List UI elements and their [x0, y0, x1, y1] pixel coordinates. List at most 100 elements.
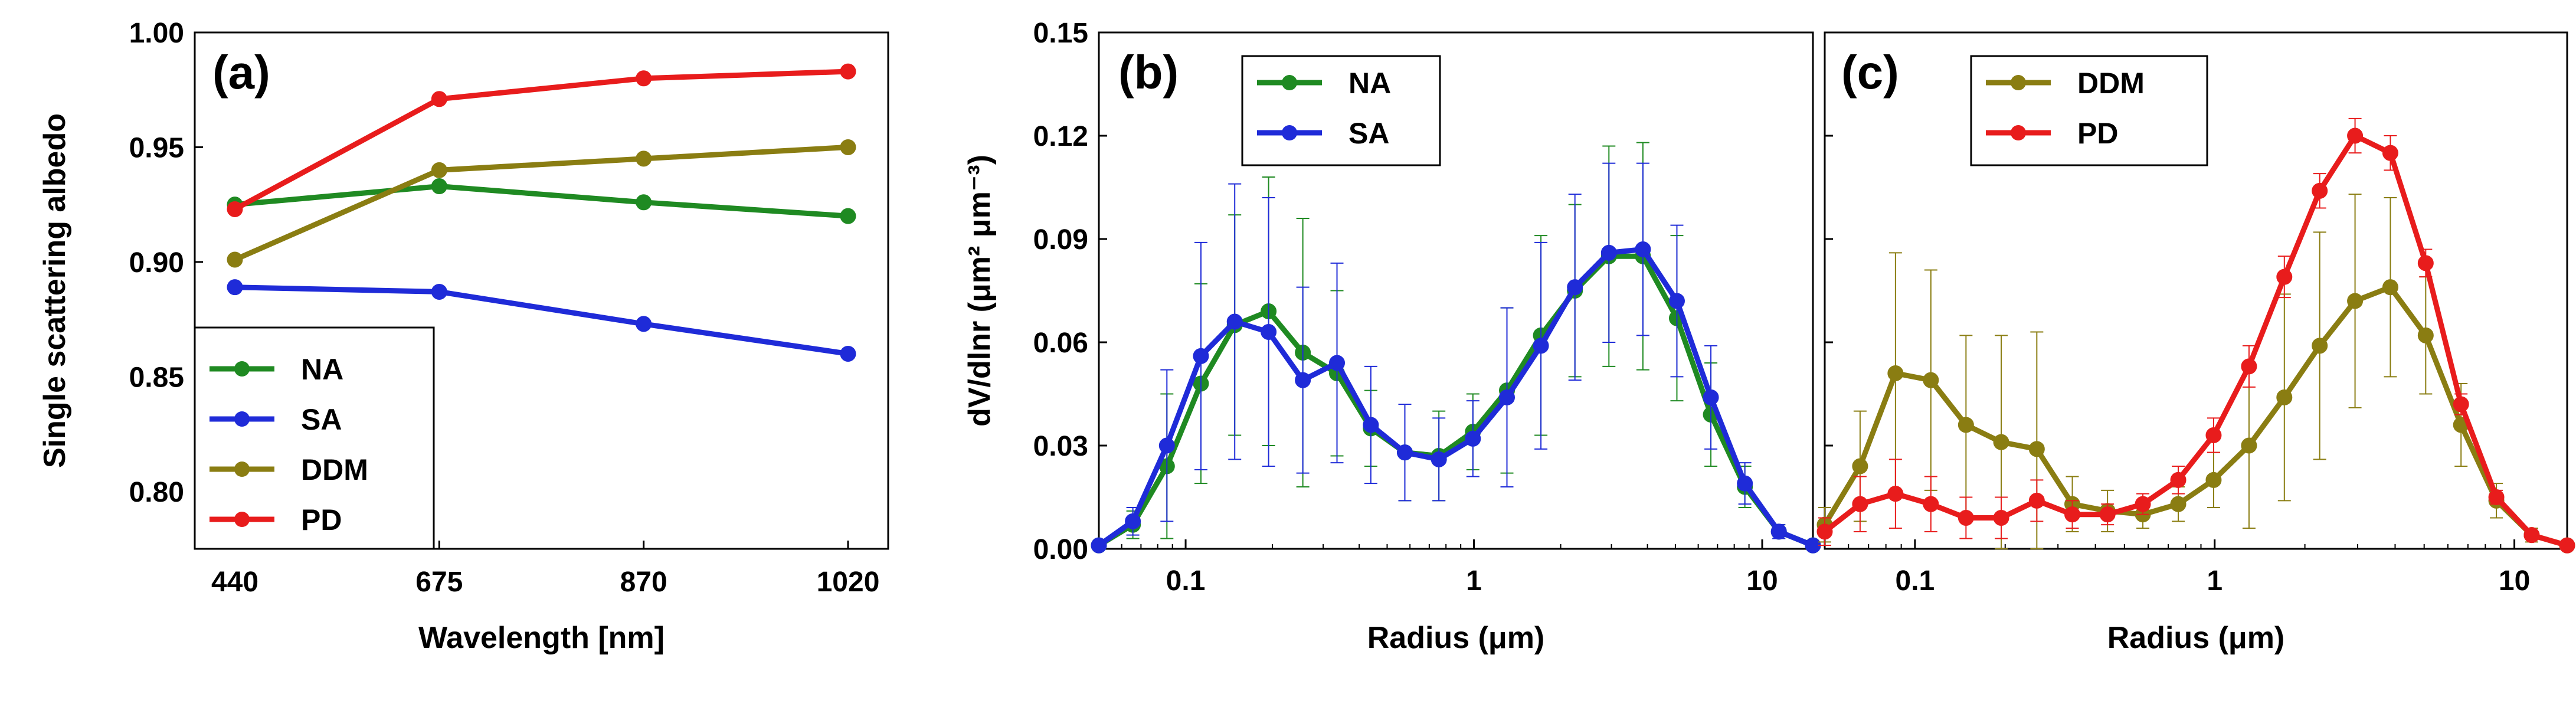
data-point: [1498, 389, 1515, 405]
legend-box: [1241, 55, 1441, 166]
data-point: [1816, 523, 1833, 540]
y-tick-label: 0.95: [129, 132, 184, 163]
data-point: [1193, 348, 1209, 364]
data-point: [1329, 355, 1346, 371]
legend-label: NA: [1348, 67, 1391, 100]
data-point: [636, 150, 652, 167]
data-point: [2559, 537, 2575, 554]
x-tick-label: 870: [620, 567, 667, 598]
data-point: [1852, 458, 1868, 474]
data-point: [431, 162, 447, 178]
data-point: [1852, 496, 1868, 512]
data-point: [636, 194, 652, 211]
data-point: [840, 208, 856, 224]
data-point: [2382, 279, 2398, 296]
series-line: [234, 284, 849, 356]
data-point: [431, 283, 447, 300]
panel-label: (a): [212, 46, 270, 99]
series-line: [1097, 253, 1814, 548]
data-point: [1226, 313, 1243, 330]
data-point: [1261, 324, 1277, 340]
plot-frame: [1098, 31, 1814, 550]
data-point: [1668, 293, 1685, 309]
data-point: [1635, 241, 1651, 257]
series-line: [234, 184, 849, 219]
data-point: [2488, 489, 2505, 505]
legend-label: DDM: [2077, 67, 2145, 100]
data-point: [2241, 358, 2257, 375]
y-tick-label: 1.00: [129, 18, 184, 49]
series-line: [1822, 284, 2568, 548]
data-point: [1703, 389, 1719, 405]
data-point: [1923, 496, 1939, 512]
data-point: [1533, 338, 1549, 354]
x-tick-label: 1: [1466, 565, 1482, 597]
x-axis-title: Radius (μm): [2107, 621, 2285, 655]
data-point: [2170, 472, 2187, 488]
data-point: [1958, 417, 1974, 433]
data-point: [2064, 506, 2081, 523]
legend-marker: [1282, 125, 1297, 140]
y-axis-title: dV/dlnr (μm² μm⁻³): [963, 155, 997, 427]
series-sa: [227, 279, 856, 362]
series-pd: [227, 63, 856, 217]
data-point: [1993, 510, 2009, 526]
data-point: [2099, 506, 2116, 523]
y-tick-label: 0.80: [129, 477, 184, 508]
series-line: [233, 68, 849, 212]
data-point: [1363, 417, 1379, 433]
data-point: [1396, 444, 1413, 461]
legend-label: NA: [301, 353, 343, 386]
data-point: [431, 91, 447, 107]
data-point: [840, 63, 856, 80]
series-sa: [1091, 162, 1821, 554]
data-point: [2028, 492, 2045, 509]
data-point: [2417, 255, 2434, 271]
data-point: [636, 70, 652, 87]
legend-marker: [234, 361, 250, 377]
series-line: [234, 144, 849, 263]
series-line: [1823, 133, 2568, 548]
data-point: [2276, 389, 2293, 405]
data-point: [2135, 496, 2151, 512]
data-point: [2241, 437, 2257, 454]
panel-label: (b): [1118, 46, 1179, 99]
legend-box: [1970, 55, 2208, 166]
legend-marker: [2011, 75, 2026, 90]
legend-label: DDM: [301, 453, 368, 486]
x-tick-label: 1: [2207, 565, 2223, 597]
data-point: [227, 279, 243, 296]
data-point: [2276, 269, 2293, 285]
legend-label: PD: [2077, 117, 2118, 150]
series-na: [227, 178, 856, 224]
y-tick-label: 0.12: [1033, 121, 1088, 152]
data-point: [1091, 537, 1107, 554]
data-point: [2347, 293, 2364, 309]
panel-c: 0.1 1 10 Radius (μm) (c) DDM PD: [1816, 31, 2575, 655]
legend-label: SA: [1348, 117, 1389, 150]
data-point: [227, 251, 243, 268]
y-tick-label: 0.90: [129, 247, 184, 279]
y-tick-label: 0.03: [1033, 431, 1088, 462]
legend-box: [194, 326, 435, 550]
series-ddm: [227, 139, 856, 268]
data-point: [1923, 372, 1939, 388]
x-tick-label: 10: [2499, 565, 2530, 597]
panel-a: 0.80 0.85 0.90 0.95 1.00 440 675 870 1020 Wavelen…: [38, 18, 889, 655]
y-tick-label: 0.85: [129, 362, 184, 393]
x-tick-label: 0.1: [1896, 565, 1935, 597]
panel-b: 0.00 0.03 0.06 0.09 0.12 0.15 0.1 1 10 Radius (μm…: [963, 18, 1821, 655]
data-point: [2205, 427, 2222, 443]
data-point: [2417, 327, 2434, 343]
data-point: [431, 178, 447, 195]
y-tick-label: 0.00: [1033, 534, 1088, 565]
data-point: [1465, 430, 1481, 447]
data-point: [2312, 182, 2328, 199]
data-point: [2347, 127, 2364, 144]
data-point: [840, 139, 856, 155]
data-point: [1993, 434, 2009, 450]
legend: NA SA: [1241, 55, 1441, 166]
x-tick-label: 1020: [817, 567, 880, 598]
legend-label: PD: [301, 503, 342, 536]
data-point: [1125, 513, 1141, 529]
